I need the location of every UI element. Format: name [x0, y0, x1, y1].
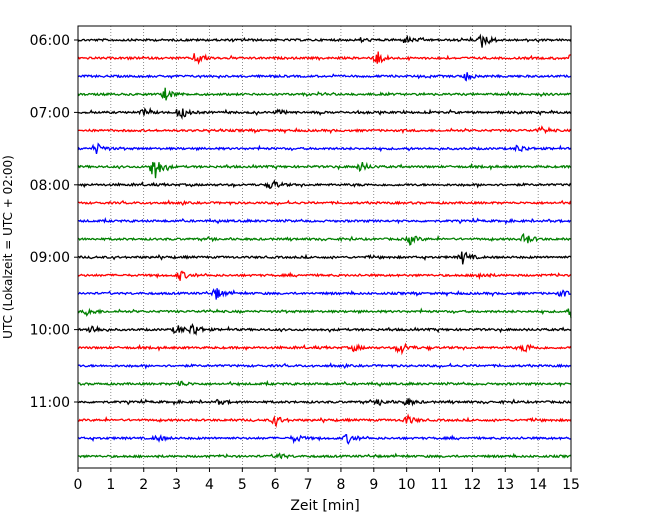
x-tick-label: 10	[398, 477, 416, 493]
x-tick-label: 7	[304, 477, 313, 493]
trace-0800	[77, 179, 572, 190]
x-axis-label: Zeit [min]	[290, 498, 359, 514]
y-tick-label: 08:00	[30, 178, 70, 194]
trace-0630	[77, 72, 572, 82]
x-tick-label: 8	[336, 477, 345, 493]
trace-0645	[77, 87, 572, 101]
plot-frame	[77, 25, 572, 469]
y-tick-label: 11:00	[30, 395, 70, 411]
x-tick-label: 0	[74, 477, 83, 493]
trace-1130	[77, 433, 572, 445]
trace-0715	[77, 125, 572, 135]
trace-1015	[77, 342, 572, 356]
y-axis-ticks: 06:00 07:00 08:00 09:00 10:00 11:00	[30, 33, 78, 411]
trace-0930	[77, 288, 572, 300]
y-axis-label: UTC (Lokalzeit = UTC + 02:00)	[1, 155, 15, 339]
trace-0730	[77, 142, 572, 155]
x-axis-ticks: 0 1 2 3 4 5 6 7 8 9 10 11 12 13 14 15	[74, 468, 580, 493]
trace-0915	[77, 270, 572, 281]
trace-1000	[77, 322, 572, 336]
trace-0600	[77, 33, 572, 48]
trace-0815	[77, 199, 572, 207]
x-tick-label: 3	[172, 477, 181, 493]
x-tick-label: 15	[562, 477, 580, 493]
trace-1045	[77, 379, 572, 388]
x-tick-label: 5	[238, 477, 247, 493]
trace-1030	[77, 362, 572, 370]
x-tick-label: 1	[106, 477, 115, 493]
trace-0615	[77, 51, 572, 65]
trace-0900	[77, 251, 572, 265]
x-tick-label: 2	[139, 477, 148, 493]
y-tick-label: 07:00	[30, 105, 70, 121]
trace-0830	[77, 216, 572, 225]
trace-1115	[77, 413, 572, 429]
x-tick-label: 4	[205, 477, 214, 493]
x-tick-label: 13	[496, 477, 514, 493]
x-tick-label: 14	[529, 477, 547, 493]
trace-0845	[77, 232, 572, 246]
trace-0745	[77, 161, 572, 179]
x-tick-label: 11	[431, 477, 449, 493]
trace-0945	[77, 307, 572, 319]
seismogram-traces	[77, 33, 572, 460]
x-tick-label: 12	[463, 477, 481, 493]
x-tick-label: 9	[369, 477, 378, 493]
y-tick-label: 09:00	[30, 250, 70, 266]
y-tick-label: 06:00	[30, 33, 70, 49]
y-tick-label: 10:00	[30, 323, 70, 339]
trace-1145	[77, 452, 572, 460]
x-tick-label: 6	[271, 477, 280, 493]
trace-0700	[77, 106, 572, 121]
trace-1100	[77, 397, 572, 407]
